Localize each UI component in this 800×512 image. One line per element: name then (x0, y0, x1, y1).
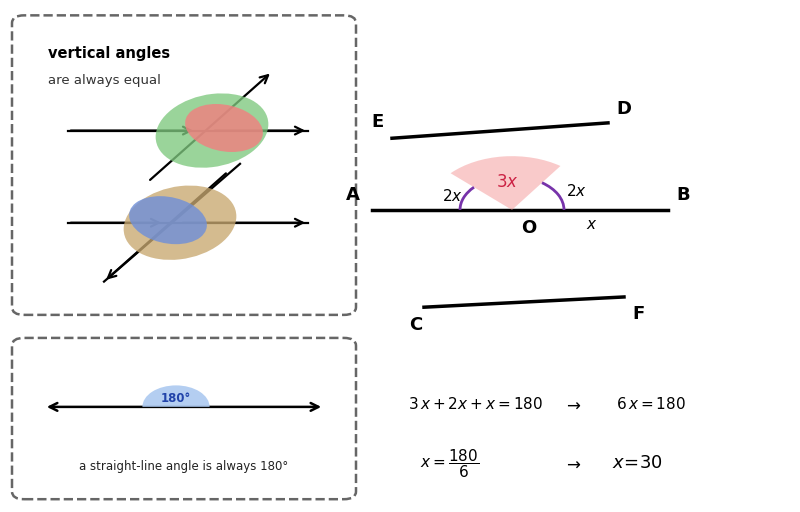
Text: B: B (676, 186, 690, 204)
Text: $2x$: $2x$ (442, 188, 462, 204)
Wedge shape (142, 386, 210, 407)
Text: $\rightarrow$: $\rightarrow$ (563, 395, 581, 414)
Text: a straight-line angle is always 180°: a straight-line angle is always 180° (79, 460, 289, 474)
Text: are always equal: are always equal (48, 74, 161, 87)
Wedge shape (450, 156, 561, 210)
Text: $3x$: $3x$ (496, 173, 518, 191)
Text: $2x$: $2x$ (566, 183, 587, 199)
Ellipse shape (124, 185, 236, 260)
Text: $x\!=\!30$: $x\!=\!30$ (612, 454, 663, 473)
Text: D: D (616, 100, 631, 118)
Ellipse shape (185, 104, 263, 152)
Text: F: F (632, 305, 644, 323)
Text: 180°: 180° (161, 392, 191, 405)
FancyBboxPatch shape (12, 15, 356, 315)
Ellipse shape (156, 93, 268, 168)
Text: $x{=}\dfrac{180}{6}$: $x{=}\dfrac{180}{6}$ (420, 447, 479, 480)
Text: $6\,x=180$: $6\,x=180$ (616, 396, 686, 413)
Text: A: A (346, 186, 360, 204)
Text: E: E (372, 113, 384, 131)
Text: vertical angles: vertical angles (48, 46, 170, 61)
Text: C: C (410, 316, 422, 334)
Text: $x$: $x$ (586, 217, 598, 232)
Text: O: O (522, 219, 537, 237)
Text: $\rightarrow$: $\rightarrow$ (563, 454, 581, 473)
Ellipse shape (129, 196, 207, 244)
Text: $3\,x+2x+x=180$: $3\,x+2x+x=180$ (408, 396, 543, 413)
FancyBboxPatch shape (12, 338, 356, 499)
